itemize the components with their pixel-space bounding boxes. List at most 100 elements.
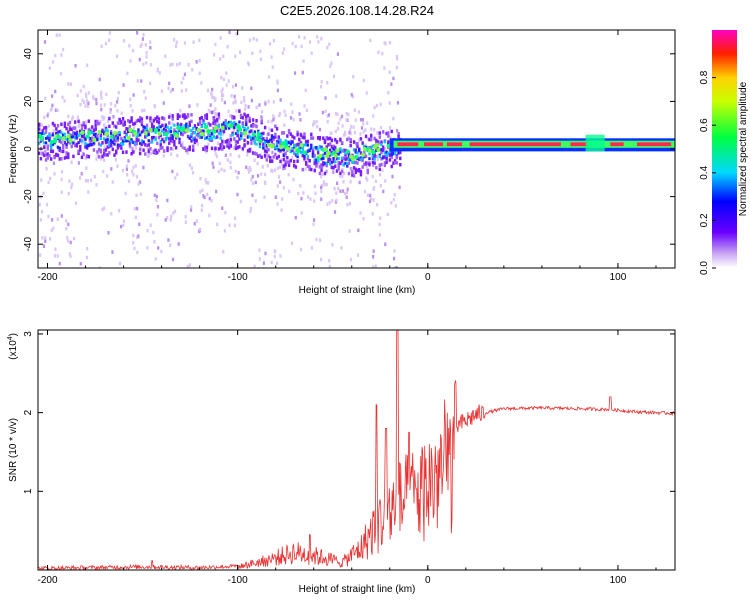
spectrogram-band-mark	[308, 167, 311, 171]
spectrogram-core-mark	[58, 130, 61, 134]
spectrogram-band-mark	[157, 148, 161, 153]
spectrogram-noise-mark	[278, 113, 281, 118]
spectrogram-peak-mark	[80, 130, 85, 135]
spectrogram-band-mark	[176, 122, 180, 126]
spectrogram-band-mark	[245, 120, 248, 125]
spectrogram-core-mark	[202, 129, 205, 133]
spectrogram-noise-mark	[108, 38, 111, 43]
spectrogram-noise-mark	[223, 229, 227, 233]
spectrogram-band-mark	[370, 137, 373, 142]
spectrogram-band-mark	[330, 150, 334, 155]
spectrogram-peak-mark	[302, 150, 308, 155]
spectrogram-band-mark	[399, 156, 402, 161]
spectrogram-noise-mark	[264, 181, 267, 186]
spectrogram-band-mark	[356, 144, 359, 149]
spectrogram-noise-mark	[171, 122, 174, 126]
spectrogram-noise-mark	[349, 166, 353, 171]
spectrogram-core-mark	[89, 137, 92, 141]
spectrogram-noise-mark	[39, 218, 42, 222]
spectrogram-core-mark	[49, 143, 53, 147]
spectrogram-band-mark	[299, 133, 303, 137]
spectrogram-noise-mark	[378, 141, 381, 145]
spectrogram-core-mark	[192, 137, 195, 141]
spectrogram-noise-mark	[249, 209, 252, 214]
spectrogram-xtick-label: -200	[37, 272, 57, 283]
spectrogram-band-mark	[251, 118, 255, 122]
spectrogram-peak-mark	[128, 127, 133, 133]
spectrogram-tone-peak	[424, 142, 444, 147]
spectrogram-noise-mark	[236, 175, 239, 180]
spectrogram-noise-mark	[354, 118, 357, 122]
spectrogram-band-mark	[209, 133, 212, 138]
spectrogram-core-mark	[346, 162, 349, 166]
spectrogram-noise-mark	[299, 118, 302, 122]
spectrogram-band-mark	[135, 139, 138, 143]
spectrogram-band-mark	[188, 120, 191, 125]
spectrogram-core-mark	[116, 143, 120, 147]
spectrogram-noise-mark	[282, 185, 285, 190]
spectrogram-band-mark	[126, 118, 130, 123]
spectrogram-core-mark	[339, 147, 342, 151]
spectrogram-noise-mark	[78, 176, 82, 180]
spectrogram-core-mark	[291, 140, 294, 144]
spectrogram-core-mark	[296, 152, 299, 156]
spectrogram-noise-mark	[130, 148, 134, 153]
spectrogram-band-mark	[231, 116, 234, 120]
spectrogram-noise-mark	[47, 214, 50, 219]
spectrogram-band-mark	[342, 156, 346, 160]
spectrogram-noise-mark	[118, 261, 122, 266]
spectrogram-noise-mark	[219, 57, 222, 61]
spectrogram-peak-mark	[66, 134, 72, 139]
spectrogram-noise-mark	[362, 78, 365, 83]
spectrogram-core-mark	[198, 134, 202, 138]
spectrogram-core-mark	[183, 124, 186, 128]
spectrogram-band-mark	[63, 121, 67, 126]
spectrogram-noise-mark	[183, 72, 187, 77]
spectrogram-noise-mark	[372, 163, 375, 168]
spectrogram-core-mark	[347, 158, 351, 162]
spectrogram-noise-mark	[308, 40, 312, 44]
spectrogram-band-mark	[298, 142, 301, 147]
spectrogram-band-mark	[149, 116, 152, 120]
spectrogram-noise-mark	[256, 174, 260, 178]
spectrogram-noise-mark	[111, 250, 114, 254]
spectrogram-noise-mark	[358, 138, 361, 142]
spectrogram-band-mark	[67, 130, 70, 134]
spectrogram-core-mark	[138, 141, 142, 145]
spectrogram-noise-mark	[220, 89, 223, 94]
spectrogram-noise-mark	[143, 108, 146, 113]
spectrogram-core-mark	[311, 154, 315, 158]
spectrogram-noise-mark	[153, 103, 156, 108]
spectrogram-band-mark	[226, 139, 229, 144]
spectrogram-core-mark	[178, 123, 181, 127]
spectrogram-noise-mark	[84, 104, 87, 108]
spectrogram-core-mark	[347, 154, 351, 158]
spectrogram-noise-mark	[336, 112, 339, 117]
spectrogram-core-mark	[328, 148, 332, 152]
spectrogram-noise-mark	[232, 128, 236, 133]
spectrogram-noise-mark	[394, 204, 397, 208]
spectrogram-band-mark	[332, 165, 335, 170]
spectrogram-noise-mark	[116, 96, 120, 101]
spectrogram-core-mark	[344, 161, 347, 165]
spectrogram-band-mark	[58, 157, 61, 161]
spectrogram-core-mark	[227, 120, 231, 124]
colorbar-tick-label: 0.6	[699, 118, 710, 132]
spectrogram-noise-mark	[272, 100, 275, 104]
spectrogram-peak-mark	[148, 127, 154, 133]
spectrogram-noise-mark	[93, 175, 96, 179]
spectrogram-core-mark	[144, 125, 147, 129]
spectrogram-band-mark	[185, 148, 188, 153]
spectrogram-noise-mark	[303, 104, 306, 108]
spectrogram-band-mark	[161, 145, 164, 150]
spectrogram-band-mark	[322, 136, 325, 140]
spectrogram-core-mark	[84, 137, 87, 141]
spectrogram-noise-mark	[328, 259, 331, 263]
spectrogram-band-mark	[207, 121, 210, 126]
spectrogram-noise-mark	[208, 213, 211, 218]
spectrogram-band-mark	[323, 140, 327, 145]
spectrogram-core-mark	[239, 136, 243, 140]
spectrogram-band-mark	[159, 143, 162, 147]
spectrogram-noise-mark	[143, 89, 146, 94]
